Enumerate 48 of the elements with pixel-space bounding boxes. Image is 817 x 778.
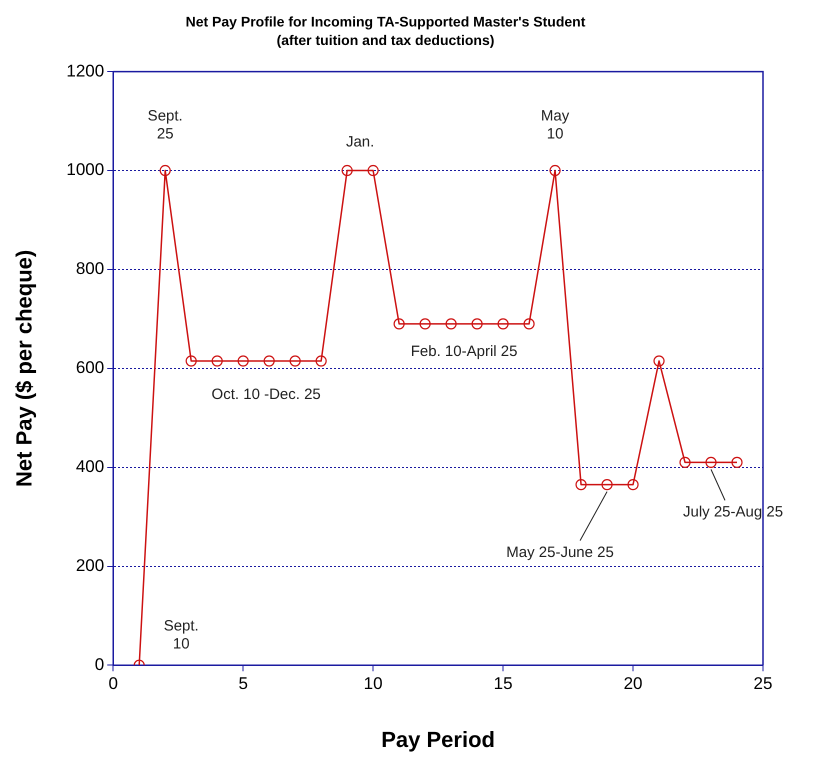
annotation: Sept. 10	[164, 617, 199, 652]
point	[575, 479, 587, 490]
chart-subtitle: (after tuition and tax deductions)	[276, 32, 494, 48]
annotation: July 25-Aug 25	[682, 504, 784, 521]
annotation: May 10	[540, 108, 570, 143]
point	[212, 355, 223, 367]
y-tick-label: 600	[76, 358, 104, 378]
x-tick-label: 15	[494, 674, 513, 694]
point	[549, 164, 561, 176]
point	[420, 318, 431, 330]
y-tick-label: 800	[76, 259, 104, 278]
y-tick-label: 400	[76, 457, 104, 476]
point	[471, 318, 483, 330]
point	[394, 318, 405, 330]
chart-title: Net Pay Profile for Incoming TA-Supported Master's Student	[186, 13, 586, 30]
point	[342, 164, 353, 176]
point	[186, 355, 197, 367]
y-tick-label: 1000	[66, 160, 104, 180]
annotation: Jan.	[346, 134, 374, 151]
point	[497, 318, 509, 330]
point	[523, 318, 535, 330]
point	[731, 456, 743, 468]
point	[368, 164, 379, 176]
point	[653, 355, 665, 367]
x-tick-label: 10	[364, 674, 383, 694]
y-tick-label: 1200	[66, 61, 104, 80]
x-tick-label: 0	[108, 674, 118, 694]
annotation: Oct. 10 -Dec. 25	[212, 386, 321, 404]
point	[290, 355, 301, 367]
x-tick-label: 20	[624, 674, 643, 694]
annotation: Sept. 25	[148, 108, 183, 143]
point	[238, 355, 249, 367]
y-tick-label: 0	[94, 654, 104, 674]
annotation: May 25-June 25	[506, 544, 614, 561]
y-tick-label: 200	[76, 556, 104, 575]
point	[679, 456, 691, 468]
point	[316, 355, 327, 367]
annotation: Feb. 10-April 25	[410, 343, 518, 360]
point	[705, 456, 717, 468]
x-tick-label: 5	[238, 674, 248, 694]
x-axis-title: Pay Period	[381, 726, 495, 752]
x-tick-label: 25	[754, 674, 772, 694]
point	[446, 318, 457, 330]
point	[160, 164, 171, 176]
point	[601, 479, 613, 490]
point	[627, 479, 639, 490]
y-axis-title: Net Pay ($ per cheque)	[11, 250, 36, 487]
point	[264, 355, 275, 367]
